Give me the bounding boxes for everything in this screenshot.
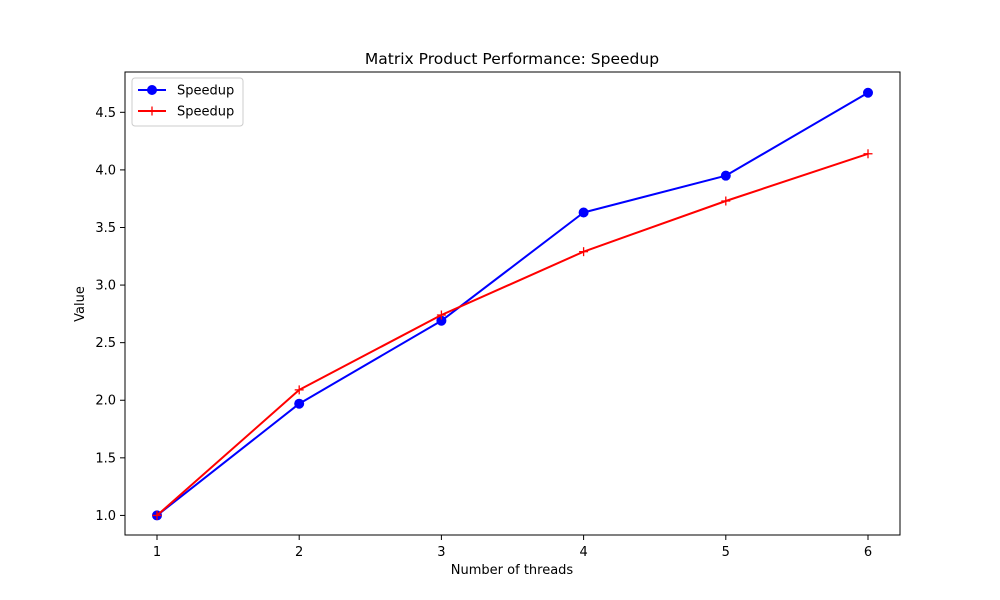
legend: Speedup Speedup [131,77,244,127]
x-tick-label: 5 [722,545,730,560]
data-point [436,310,446,320]
y-tick-label: 4.0 [95,163,116,178]
plot-frame [124,71,901,536]
x-tick-label: 2 [295,545,303,560]
legend-label: Speedup [177,84,234,99]
data-point [720,170,731,181]
series-2-plus [152,149,873,520]
data-point [579,247,589,257]
legend-entry: Speedup [138,105,234,120]
x-tick-label: 6 [864,545,872,560]
y-tick-label: 3.0 [95,279,116,294]
series-layer [151,87,874,521]
x-tick-label: 1 [153,545,161,560]
y-tick-label: 3.5 [95,221,116,236]
y-tick-label: 1.0 [95,509,116,524]
legend-swatch-marker [147,106,157,116]
y-tick-label: 2.5 [95,336,116,351]
y-axis-ticks: 1.0 1.5 2.0 2.5 3.0 3.5 4.0 4.5 [95,106,125,524]
x-tick-label: 3 [437,545,445,560]
data-point [294,398,305,409]
x-tick-label: 4 [579,545,587,560]
data-point [294,385,304,395]
data-point [152,510,162,520]
data-point [863,87,874,98]
data-point [578,207,589,218]
y-tick-label: 1.5 [95,451,116,466]
y-tick-label: 4.5 [95,106,116,121]
legend-swatch-marker [147,85,157,95]
series-line [156,91,869,517]
legend-entry: Speedup [138,84,234,99]
chart-title: Matrix Product Performance: Speedup [365,50,659,68]
data-point [863,149,873,159]
series-1-circle [151,87,874,521]
y-axis-label: Value [73,286,88,322]
legend-label: Speedup [177,105,234,120]
series-line [156,152,869,517]
x-axis-label: Number of threads [451,563,574,578]
x-axis-ticks: 1 2 3 4 5 6 [153,535,872,560]
plot-area [124,71,901,536]
data-point [721,196,731,206]
y-tick-label: 2.0 [95,394,116,409]
